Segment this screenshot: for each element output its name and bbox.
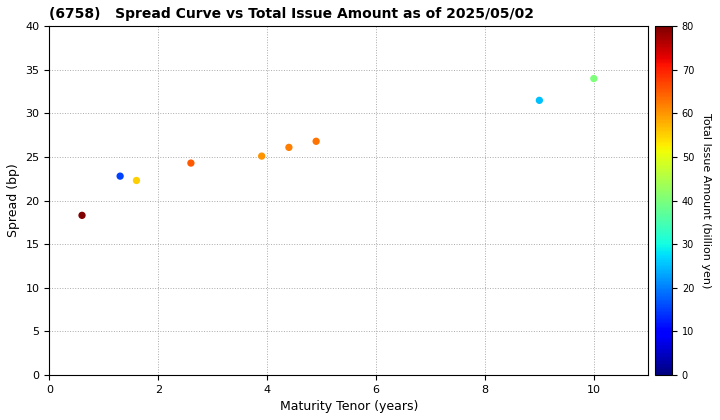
Point (256, 153, 267, 160)
Point (283, 144, 294, 151)
Point (588, 75, 600, 82)
Point (534, 97, 545, 104)
X-axis label: Maturity Tenor (years): Maturity Tenor (years) (279, 400, 418, 413)
Point (131, 177, 143, 184)
Point (185, 160, 197, 166)
Y-axis label: Spread (bp): Spread (bp) (7, 164, 20, 237)
Point (114, 173, 126, 179)
Point (310, 138, 322, 144)
Point (76, 212, 88, 219)
Text: (6758)   Spread Curve vs Total Issue Amount as of 2025/05/02: (6758) Spread Curve vs Total Issue Amoun… (50, 7, 534, 21)
Y-axis label: Total Issue Amount (billion yen): Total Issue Amount (billion yen) (701, 113, 711, 288)
